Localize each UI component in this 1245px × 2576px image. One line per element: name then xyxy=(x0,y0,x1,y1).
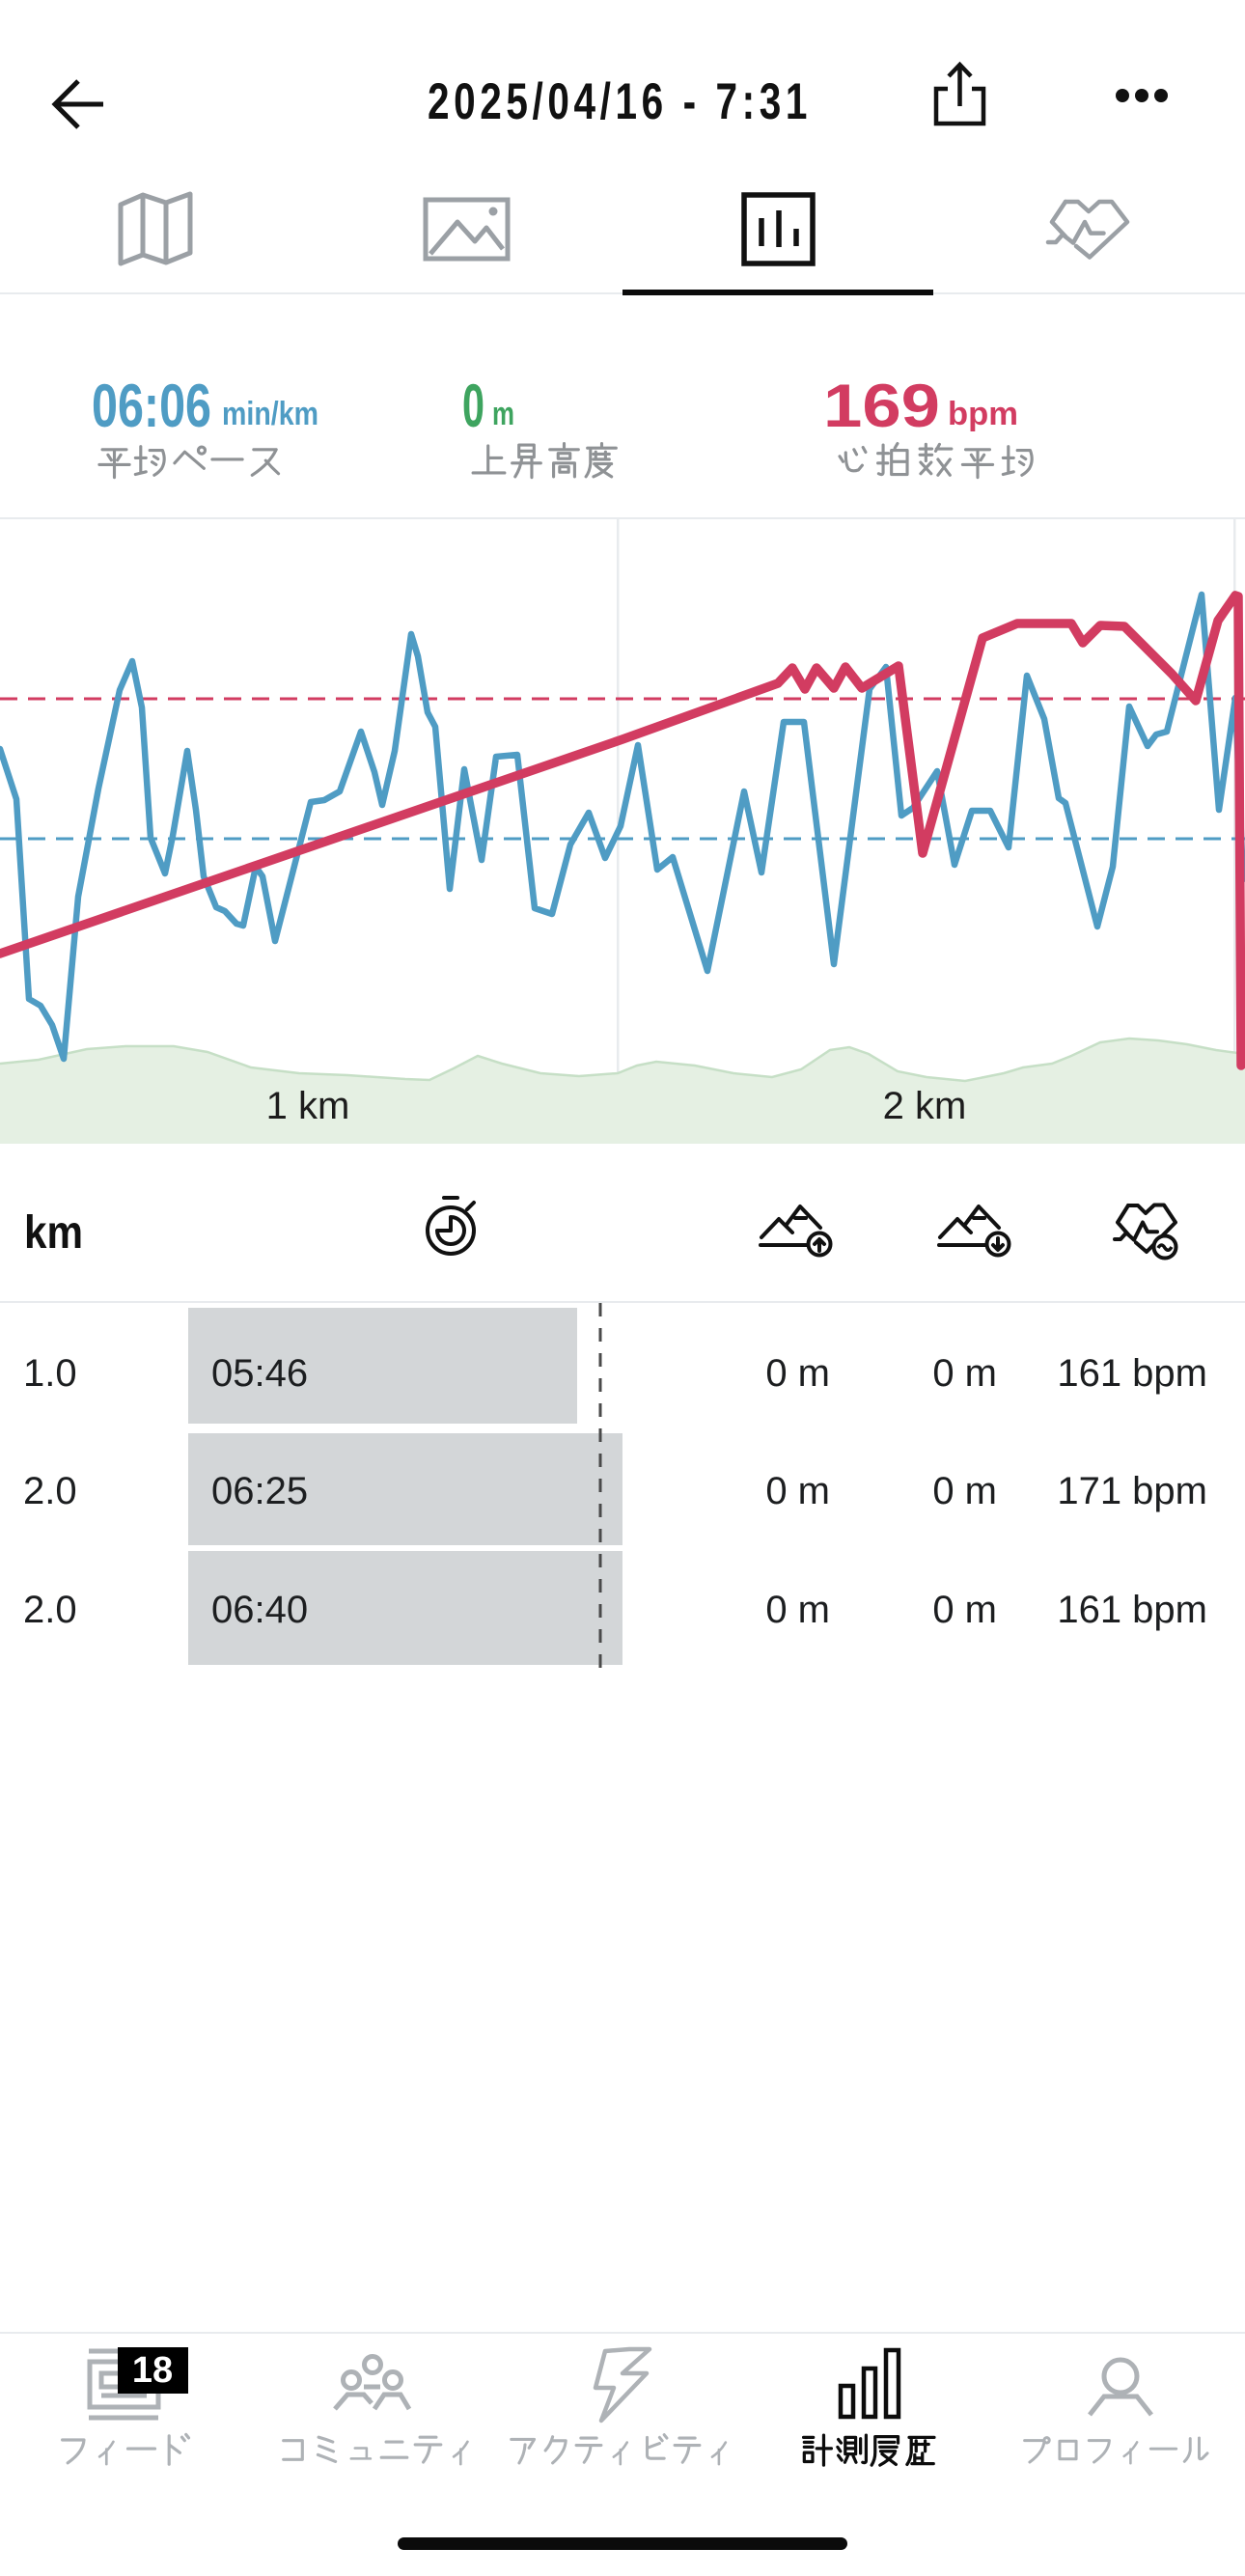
svg-text:161 bpm: 161 bpm xyxy=(1057,1589,1207,1631)
svg-text:05:46: 05:46 xyxy=(211,1352,308,1395)
svg-text:06:40: 06:40 xyxy=(211,1589,308,1631)
svg-text:1.0: 1.0 xyxy=(23,1352,77,1395)
svg-text:km: km xyxy=(24,1207,83,1259)
svg-text:m: m xyxy=(492,396,514,432)
svg-text:0 m: 0 m xyxy=(932,1352,997,1395)
svg-text:18: 18 xyxy=(132,2350,173,2391)
svg-text:0 m: 0 m xyxy=(932,1470,997,1512)
svg-text:min/km: min/km xyxy=(222,396,318,432)
svg-text:0 m: 0 m xyxy=(765,1470,830,1512)
svg-text:0: 0 xyxy=(462,373,484,440)
svg-text:2025/04/16 - 7:31: 2025/04/16 - 7:31 xyxy=(428,73,812,130)
svg-text:06:25: 06:25 xyxy=(211,1470,308,1512)
svg-text:2.0: 2.0 xyxy=(23,1470,77,1512)
svg-text:06:06: 06:06 xyxy=(92,373,211,440)
svg-text:2 km: 2 km xyxy=(883,1085,967,1127)
svg-text:0 m: 0 m xyxy=(765,1352,830,1395)
svg-text:1 km: 1 km xyxy=(266,1085,350,1127)
svg-text:2.0: 2.0 xyxy=(23,1589,77,1631)
svg-text:bpm: bpm xyxy=(948,396,1018,432)
svg-text:0 m: 0 m xyxy=(765,1589,830,1631)
svg-text:161 bpm: 161 bpm xyxy=(1057,1352,1207,1395)
svg-text:0 m: 0 m xyxy=(932,1589,997,1631)
svg-text:171 bpm: 171 bpm xyxy=(1057,1470,1207,1512)
svg-text:169: 169 xyxy=(823,373,940,440)
